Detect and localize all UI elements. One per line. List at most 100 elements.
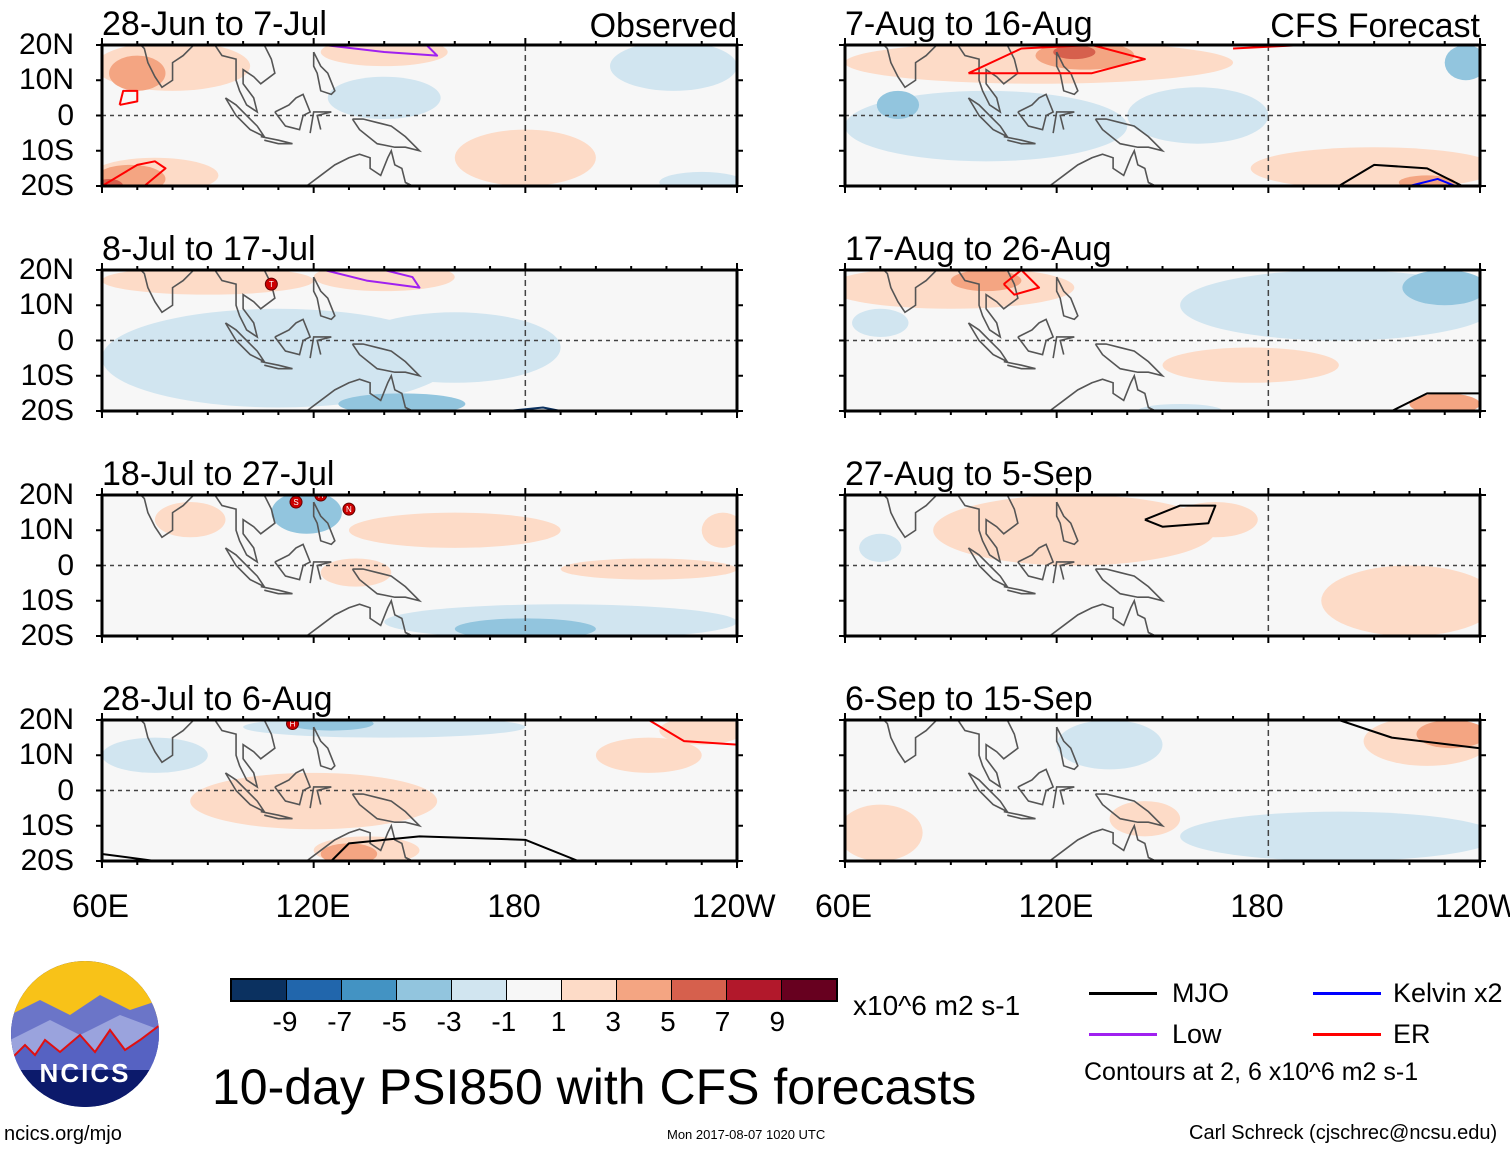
coastline (303, 823, 413, 861)
coastline (866, 45, 938, 89)
wave-contour (324, 270, 421, 289)
colorbar-label: -3 (436, 1006, 462, 1037)
colorbar-label: -5 (381, 1006, 407, 1037)
coastline (214, 45, 276, 114)
anomaly-region (271, 495, 342, 534)
coastline (866, 720, 938, 764)
logo-text: NCICS (40, 1058, 131, 1088)
colorbar-swatch (232, 980, 287, 1000)
anomaly-region (610, 45, 737, 91)
lon-tick-label: 120W (692, 888, 776, 924)
lat-tick-label: 20S (20, 844, 74, 877)
coastline (214, 270, 276, 339)
colorbar-swatch (342, 980, 397, 1000)
panel-title: 8-Jul to 17-Jul (102, 230, 316, 268)
anomaly-region (1053, 45, 1096, 60)
lat-tick-label: 0 (57, 323, 74, 357)
tropical-cyclone-icon: T (264, 277, 278, 291)
lon-tick-label: 180 (487, 888, 541, 924)
wave-contour (1338, 163, 1463, 186)
anomaly-region (1250, 147, 1480, 186)
coastline (1055, 276, 1079, 321)
footer-timestamp: Mon 2017-08-07 1020 UTC (667, 1127, 826, 1142)
anomaly-region (1409, 393, 1480, 411)
lat-tick-label: 10N (18, 738, 74, 772)
anomaly-region (560, 558, 737, 580)
coastline (309, 336, 332, 359)
coastline (123, 720, 195, 764)
map-plot (839, 713, 1486, 868)
colorbar-swatch (397, 980, 452, 1000)
anomaly-region (1321, 565, 1480, 636)
coastline (260, 810, 293, 820)
panel-title: 27-Aug to 5-Sep (845, 455, 1093, 493)
coastline (351, 118, 423, 153)
wave-contour (102, 160, 167, 186)
anomaly-region (1173, 502, 1258, 538)
panel-title: 28-Jul to 6-Aug (102, 680, 333, 718)
coastline (1003, 360, 1036, 370)
coastline (1052, 786, 1075, 809)
coastline (351, 568, 423, 603)
lat-tick-label: 0 (57, 98, 74, 132)
lat-tick-label: 0 (57, 773, 74, 807)
coastline (214, 495, 276, 564)
coastline (1046, 148, 1156, 186)
legend-swatch-low (1089, 1033, 1157, 1036)
panel-title: 18-Jul to 27-Jul (102, 455, 335, 493)
anomaly-region (1180, 811, 1480, 861)
coastline (303, 598, 413, 636)
anomaly-region (1416, 720, 1480, 749)
anomaly-region (1137, 403, 1223, 411)
panel-tag: CFS Forecast (1270, 7, 1480, 45)
coastline (309, 111, 332, 134)
map-plot (96, 38, 743, 193)
coastline (1052, 111, 1075, 134)
coastline (1052, 561, 1075, 584)
lat-tick-label: 10S (20, 133, 74, 167)
map-plot (839, 488, 1486, 643)
map-plot (839, 263, 1486, 418)
coastline (405, 181, 415, 186)
coastline (274, 93, 312, 131)
anomaly-region (320, 45, 448, 67)
anomaly-region (595, 737, 702, 773)
coastline (967, 772, 1010, 814)
colorbar-swatch (507, 980, 562, 1000)
coastline (1052, 336, 1075, 359)
map-plot: T (96, 263, 743, 418)
coastline (1094, 793, 1166, 828)
wave-contour (1338, 720, 1480, 750)
anomaly-region (701, 512, 737, 548)
colorbar-label: -1 (491, 1006, 517, 1037)
coastline (1148, 406, 1158, 411)
colorbar-swatch (782, 980, 836, 1000)
anomaly-region (1444, 45, 1480, 81)
wave-contour (1003, 270, 1041, 296)
colorbar (230, 978, 838, 1002)
coastline (405, 856, 415, 861)
coastline (309, 786, 332, 809)
coastline (967, 97, 1010, 139)
coastline (224, 97, 267, 139)
coastline (312, 51, 336, 96)
anomaly-region (288, 720, 374, 731)
coastline (312, 726, 336, 771)
colorbar-swatch (672, 980, 727, 1000)
lat-tick-label: 10S (20, 808, 74, 842)
anomaly-region (852, 308, 909, 337)
lat-tick-label: 0 (57, 548, 74, 582)
figure-title: 10-day PSI850 with CFS forecasts (212, 1059, 977, 1115)
lat-tick-label: 20N (18, 703, 74, 736)
panel-tag: Observed (589, 7, 737, 45)
coastline (303, 373, 413, 411)
coastline (260, 585, 293, 595)
anomaly-region (845, 804, 923, 861)
footer-url[interactable]: ncics.org/mjo (4, 1123, 122, 1145)
coastline (260, 360, 293, 370)
coastline (312, 276, 336, 321)
panel-title: 28-Jun to 7-Jul (102, 5, 327, 43)
wave-contour (118, 89, 139, 106)
colorbar-swatch (287, 980, 342, 1000)
coastline (1046, 373, 1156, 411)
